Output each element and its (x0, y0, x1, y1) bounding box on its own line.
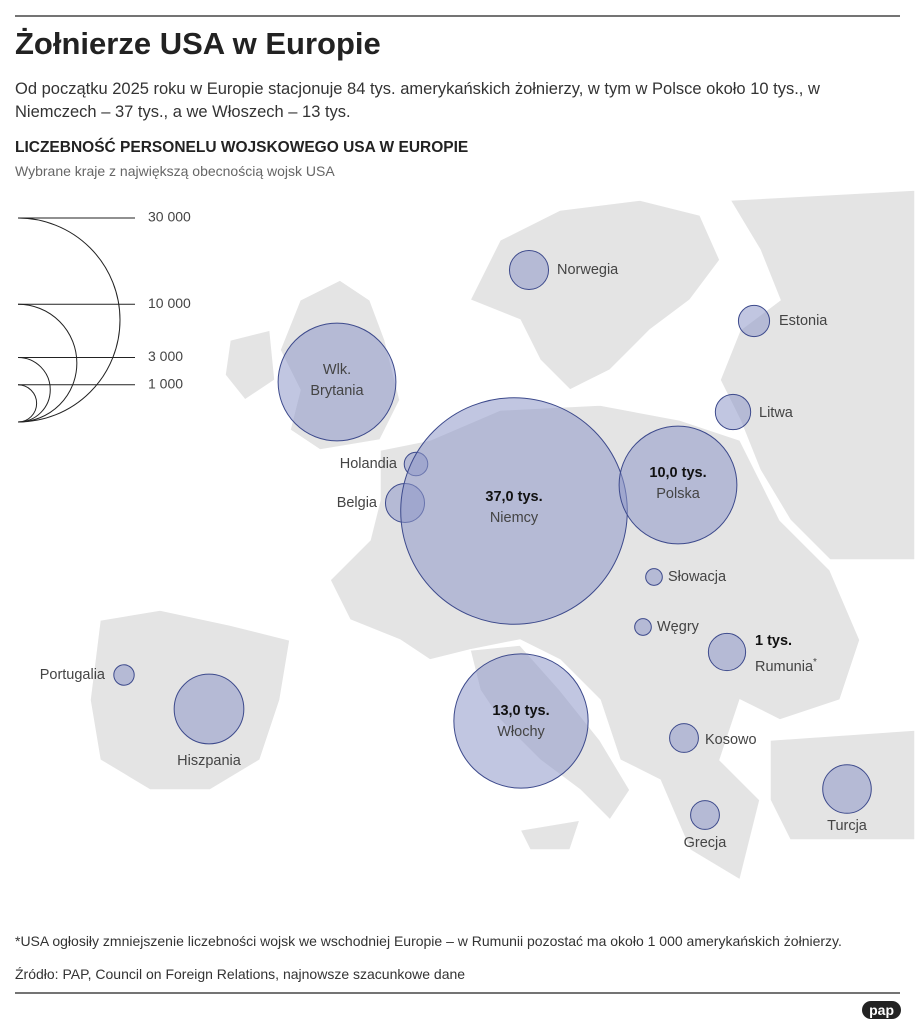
value-label: 13,0 tys. (492, 703, 550, 719)
footnote: *USA ogłosiły zmniejszenie liczebności w… (15, 933, 842, 949)
bubble (690, 800, 720, 830)
country-name: Włochy (497, 724, 545, 740)
size-legend-label: 10 000 (148, 295, 191, 311)
country-name: Węgry (657, 618, 699, 635)
size-legend-label: 3 000 (148, 348, 183, 364)
country-label: Holandia (340, 454, 397, 475)
country-name: Niemcy (489, 510, 539, 526)
country-name: Słowacja (668, 568, 727, 585)
country-name: Norwegia (557, 261, 619, 278)
note-mark: * (813, 657, 817, 668)
bubbles (113, 249, 872, 830)
source: Źródło: PAP, Council on Foreign Relation… (15, 966, 466, 982)
size-legend-circle (17, 217, 121, 423)
country-label: 1 tys. Rumunia* (755, 631, 817, 678)
bubble (822, 764, 872, 814)
bubble (277, 322, 397, 442)
size-legend-circle (17, 303, 78, 423)
country-name: Hiszpania (177, 752, 241, 769)
country-name: Belgia (336, 494, 377, 511)
bubble (707, 632, 747, 672)
bubble (113, 664, 135, 686)
country-label: Turcja (827, 816, 867, 837)
size-legend-circle (17, 384, 37, 423)
country-name: Holandia (339, 455, 397, 472)
country-label: Węgry (657, 617, 699, 638)
country-label: 10,0 tys. Polska (649, 463, 706, 505)
country-label: Wlk. Brytania (302, 360, 372, 402)
title: Żołnierze USA w Europie (15, 26, 381, 61)
bubble (737, 304, 771, 338)
chart-subtitle: Wybrane kraje z największą obecnością wo… (15, 163, 335, 179)
chart-title: LICZEBNOŚĆ PERSONELU WOJSKOWEGO USA W EU… (15, 139, 469, 156)
country-label: Słowacja (668, 567, 726, 588)
value-label: 1 tys. (755, 633, 793, 649)
country-label: Hiszpania (177, 751, 241, 772)
bubble (645, 568, 663, 586)
country-name: Rumunia (755, 658, 814, 675)
country-name: Turcja (827, 817, 867, 834)
subtitle: Od początku 2025 roku w Europie stacjonu… (15, 80, 820, 121)
country-label: Kosowo (705, 730, 757, 751)
country-name: Grecja (683, 834, 727, 851)
bubble (173, 673, 245, 745)
bubble (453, 653, 589, 789)
bubble (714, 393, 752, 431)
value-label: 37,0 tys. (485, 489, 543, 505)
bubble (508, 249, 550, 291)
bubble (634, 618, 652, 636)
country-label: 13,0 tys. Włochy (492, 701, 549, 743)
logo: pap (862, 1001, 901, 1019)
size-legend-label: 30 000 (148, 209, 191, 225)
country-label: Litwa (759, 403, 793, 424)
country-name: Portugalia (39, 666, 105, 683)
country-name: Polska (656, 486, 700, 502)
country-name: Litwa (759, 404, 793, 421)
size-legend: 30 000 10 000 3 000 1 000 (17, 209, 191, 423)
country-label: Belgia (337, 493, 377, 514)
country-name: Wlk. Brytania (310, 362, 364, 399)
country-name: Kosowo (705, 731, 757, 748)
bubble (669, 723, 699, 753)
value-label: 10,0 tys. (649, 465, 707, 481)
size-legend-label: 1 000 (148, 375, 183, 391)
country-label: Norwegia (557, 260, 618, 281)
bubble (618, 425, 738, 545)
country-name: Estonia (779, 312, 828, 329)
country-label: Portugalia (40, 665, 105, 686)
size-legend-circle (17, 356, 51, 423)
country-label: 37,0 tys. Niemcy (485, 487, 542, 529)
country-label: Estonia (779, 311, 827, 332)
country-label: Grecja (684, 833, 727, 854)
